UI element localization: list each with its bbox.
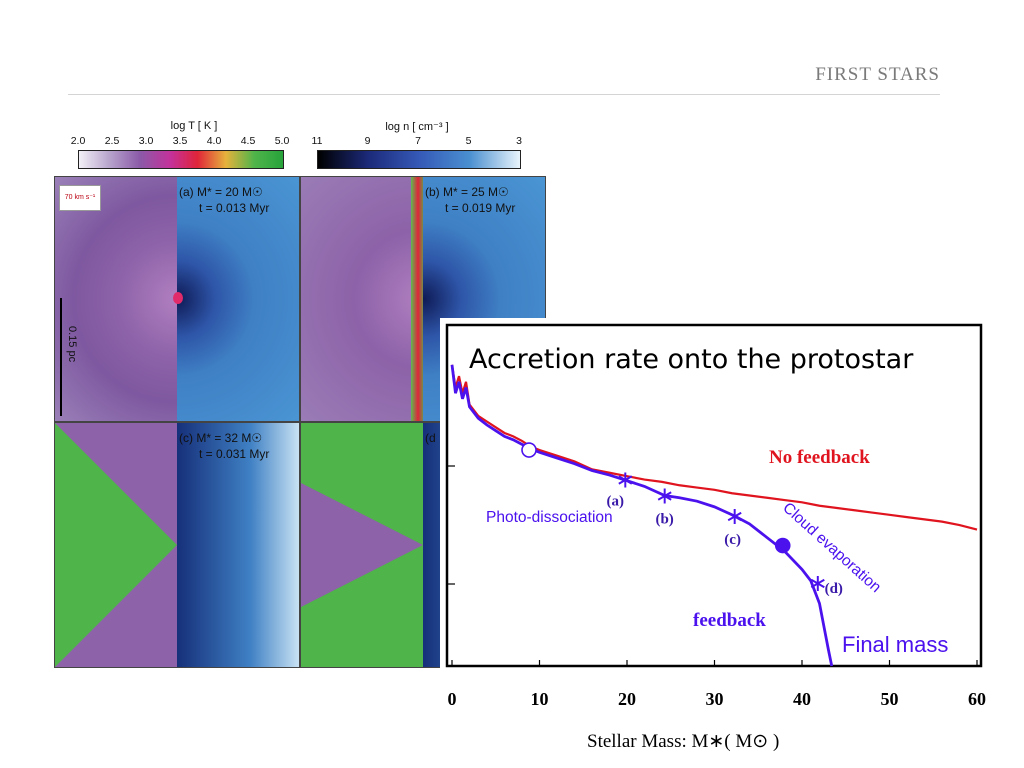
x-tick-label: 30 — [706, 689, 724, 709]
label-photo-dissociation: Photo-dissociation — [486, 509, 613, 526]
panel-c: (c) M* = 32 M☉ t = 0.031 Myr — [54, 422, 300, 668]
marker-label: (b) — [655, 512, 673, 528]
series-line-no-feedback — [450, 364, 978, 531]
chart-title: Accretion rate onto the protostar — [469, 344, 914, 375]
x-tick-label: 40 — [793, 689, 811, 709]
label-final-mass: Final mass — [842, 632, 948, 657]
panel-b-label: (b) M* = 25 M☉ — [425, 185, 509, 199]
density-tick: 7 — [415, 135, 421, 147]
panel-b-time: t = 0.019 Myr — [445, 201, 516, 215]
density-tick: 5 — [465, 135, 472, 147]
chart-background — [440, 318, 1000, 758]
label-feedback: feedback — [693, 610, 766, 631]
marker-asterisk: ∗ — [725, 502, 745, 530]
panel-c-label: (c) M* = 32 M☉ — [179, 431, 263, 445]
panel-a-time: t = 0.013 Myr — [199, 201, 270, 215]
x-axis-label: Stellar Mass: M∗( M⊙ ) — [587, 731, 779, 752]
marker-asterisk: ∗ — [808, 569, 828, 597]
scale-bar — [60, 298, 62, 416]
panel-c-time: t = 0.031 Myr — [199, 447, 270, 461]
temperature-tick: 2.5 — [104, 135, 120, 147]
header-divider — [68, 94, 940, 95]
panel-a-label: (a) M* = 20 M☉ — [179, 185, 263, 199]
temperature-tick: 4.5 — [240, 135, 256, 147]
panel-d-label: (d — [425, 431, 436, 445]
label-no-feedback: No feedback — [769, 447, 870, 468]
x-tick-label: 10 — [531, 689, 549, 709]
series-line-feedback — [450, 364, 834, 667]
marker-label: (a) — [607, 494, 625, 510]
temperature-tick: 2.0 — [70, 135, 86, 147]
x-tick-label: 60 — [968, 689, 986, 709]
marker-filled-circle — [774, 537, 791, 554]
density-colorbar — [317, 150, 521, 169]
temperature-tick: 4.0 — [206, 135, 222, 147]
x-tick-label: 50 — [881, 689, 899, 709]
density-colorbar-label: log n [ cm⁻³ ] — [385, 121, 449, 133]
temperature-tick: 3.5 — [172, 135, 188, 147]
density-tick: 11 — [311, 135, 323, 147]
slide-title: FIRST STARS — [815, 64, 940, 85]
temperature-tick: 5.0 — [274, 135, 290, 147]
x-tick-label: 20 — [618, 689, 636, 709]
temperature-colorbar-label: log T [ K ] — [170, 120, 218, 132]
panel-a: 70 km s⁻¹ (a) M* = 20 M☉ t = 0.013 Myr — [54, 176, 300, 422]
marker-label: (c) — [724, 532, 741, 548]
x-tick-label: 0 — [448, 689, 457, 709]
velocity-key: 70 km s⁻¹ — [59, 185, 101, 211]
marker-asterisk: ∗ — [615, 466, 635, 494]
scale-label: 0.15 pc — [66, 326, 78, 363]
temperature-tick: 3.0 — [138, 135, 154, 147]
marker-asterisk: ∗ — [655, 482, 675, 510]
marker-open-circle — [521, 442, 537, 458]
marker-label: (d) — [825, 581, 843, 597]
temperature-colorbar — [78, 150, 284, 169]
density-tick: 3 — [516, 135, 522, 147]
density-tick: 9 — [364, 135, 371, 147]
